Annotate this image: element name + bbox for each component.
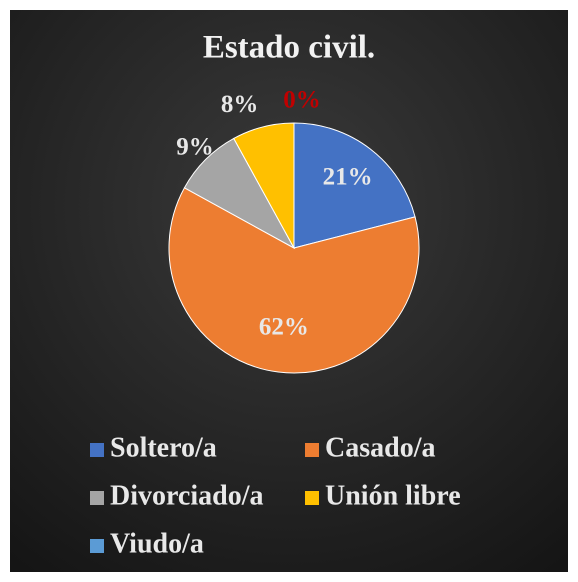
legend-label: Casado/a bbox=[325, 432, 435, 463]
pie-slice bbox=[168, 187, 420, 374]
legend-swatch bbox=[90, 443, 104, 457]
data-label: 9% bbox=[176, 134, 214, 161]
pie-slice bbox=[233, 122, 295, 249]
legend-swatch bbox=[305, 443, 319, 457]
legend-label: Divorciado/a bbox=[110, 480, 263, 511]
legend-swatch bbox=[90, 491, 104, 505]
data-label: 62% bbox=[259, 313, 309, 340]
data-label: 0% bbox=[283, 86, 321, 113]
legend-label: Unión libre bbox=[325, 480, 461, 511]
legend-label: Soltero/a bbox=[110, 432, 217, 463]
data-label: 8% bbox=[221, 91, 259, 118]
pie-slice bbox=[293, 122, 416, 249]
legend-swatch bbox=[90, 539, 104, 553]
legend-label: Viudo/a bbox=[110, 528, 204, 559]
data-label: 21% bbox=[323, 164, 373, 191]
chart-title: Estado civil. bbox=[203, 30, 375, 66]
legend-swatch bbox=[305, 491, 319, 505]
